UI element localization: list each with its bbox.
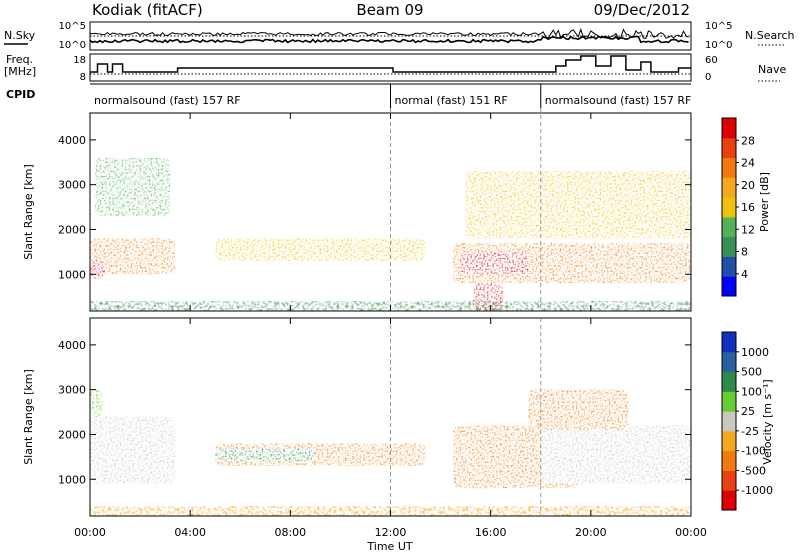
velocity-colorbar-swatch <box>722 371 736 392</box>
power-colorbar-swatch <box>722 157 736 178</box>
velocity-echo-region <box>215 447 316 462</box>
noise-search-trace <box>89 27 689 39</box>
velocity-colorbar-swatch <box>722 351 736 373</box>
x-tick-label: 00:00 <box>675 526 707 539</box>
velocity-colorbar-tick-label: 25 <box>741 405 755 418</box>
power-echo-region <box>215 238 426 261</box>
y-tick-label: 1000 <box>58 268 86 281</box>
power-colorbar-tick-label: 4 <box>741 268 748 281</box>
velocity-colorbar-swatch <box>722 470 736 491</box>
velocity-colorbar-tick-label: -500 <box>741 464 766 477</box>
velocity-colorbar-tick-label: -25 <box>741 425 759 438</box>
power-colorbar-swatch <box>722 256 736 277</box>
velocity-colorbar-tick-label: -100 <box>741 445 766 458</box>
x-axis-label: Time UT <box>366 540 412 553</box>
velocity-colorbar-swatch <box>722 450 736 471</box>
velocity-colorbar-tick-label: 1000 <box>741 346 769 359</box>
freq-unit-label: [MHz] <box>4 65 36 78</box>
freq-left-tick-top: 18 <box>73 55 86 66</box>
noise-right-tick-bottom: 10^0 <box>705 40 732 51</box>
power-colorbar-tick-label: 8 <box>741 246 748 259</box>
velocity-echo-region <box>540 425 691 484</box>
power-echo-region <box>465 171 691 239</box>
freq-line <box>90 55 691 73</box>
nave-label: Nave <box>758 63 786 76</box>
y-tick-label: 4000 <box>58 339 86 352</box>
power-colorbar-tick-label: 24 <box>741 157 755 170</box>
power-colorbar-swatch <box>722 177 736 198</box>
velocity-ylabel: Slant Range [km] <box>22 369 35 465</box>
y-tick-label: 1000 <box>58 473 86 486</box>
freq-right-tick-bottom: 0 <box>705 72 711 83</box>
velocity-colorbar-swatch <box>722 411 736 432</box>
x-tick-label: 12:00 <box>375 526 407 539</box>
cpid-segment-text: normalsound (fast) 157 RF <box>94 94 241 107</box>
freq-right-tick-top: 60 <box>705 55 718 66</box>
power-colorbar-swatch <box>722 137 736 159</box>
power-echo-region <box>95 157 171 217</box>
velocity-echo-region <box>528 389 629 430</box>
date-title: 09/Dec/2012 <box>594 1 690 19</box>
power-colorbar-swatch <box>722 276 736 297</box>
power-echo-region <box>460 251 529 275</box>
velocity-colorbar-tick-label: 500 <box>741 366 762 379</box>
power-colorbar-tick-label: 16 <box>741 201 755 214</box>
y-tick-label: 3000 <box>58 384 86 397</box>
x-tick-label: 16:00 <box>475 526 507 539</box>
cpid-segment-text: normal (fast) 151 RF <box>395 94 508 107</box>
velocity-colorbar-tick-label: 100 <box>741 385 762 398</box>
velocity-echo-region <box>90 416 176 484</box>
velocity-colorbar-swatch <box>722 430 736 452</box>
noise-left-tick-bottom: 10^0 <box>59 40 86 51</box>
cpid-segment-text: normalsound (fast) 157 RF <box>545 94 692 107</box>
velocity-colorbar-frame <box>721 331 737 511</box>
cpid-row: CPID normalsound (fast) 157 RF normal (fa… <box>6 83 692 108</box>
noise-sky-line <box>89 35 689 44</box>
noise-frame <box>89 21 692 51</box>
power-echo-region <box>90 260 106 279</box>
power-colorbar-swatch <box>722 216 736 238</box>
power-colorbar-tick-label: 12 <box>741 223 755 236</box>
noise-panel: N.Sky 10^5 10^0 10^5 10^0 N.Search <box>4 21 795 51</box>
y-tick-label: 4000 <box>58 134 86 147</box>
noise-left-tick-top: 10^5 <box>59 21 86 32</box>
freq-left-tick-bottom: 8 <box>80 72 86 83</box>
power-colorbar-swatch <box>722 236 736 257</box>
velocity-panel: 1000 2000 3000 4000 Slant Range [km] -1000 -… <box>22 317 774 517</box>
beam-title: Beam 09 <box>356 1 423 19</box>
power-ylabel: Slant Range [km] <box>22 164 35 260</box>
velocity-echo-region <box>90 389 103 417</box>
velocity-colorbar-label: Velocity [m s⁻¹] <box>761 379 774 464</box>
power-echo-region <box>90 238 176 275</box>
y-tick-label: 2000 <box>58 428 86 441</box>
power-colorbar-tick-label: 28 <box>741 134 755 147</box>
noise-left-label: N.Sky <box>4 29 36 42</box>
cpid-label: CPID <box>6 88 35 101</box>
radar-title: Kodiak (fitACF) <box>92 1 203 19</box>
power-colorbar-swatch <box>722 197 736 218</box>
velocity-colorbar-tick-label: -1000 <box>741 484 773 497</box>
x-tick-label: 08:00 <box>274 526 306 539</box>
x-tick-label: 04:00 <box>174 526 206 539</box>
x-tick-label: 20:00 <box>575 526 607 539</box>
noise-right-label: N.Search <box>745 29 795 42</box>
y-tick-label: 3000 <box>58 179 86 192</box>
velocity-colorbar-swatch <box>722 332 736 353</box>
y-tick-label: 2000 <box>58 223 86 236</box>
x-tick-label: 00:00 <box>74 526 106 539</box>
power-panel: 1000 2000 3000 4000 Slant Range [km] 4 8 12 16… <box>22 112 771 312</box>
noise-right-tick-top: 10^5 <box>705 21 732 32</box>
freq-label: Freq. <box>6 53 33 66</box>
power-colorbar-label: Power [dB] <box>758 172 771 232</box>
velocity-colorbar-swatch <box>722 490 736 511</box>
freq-panel: Freq. [MHz] 18 8 60 0 Nave <box>4 53 786 83</box>
velocity-colorbar-swatch <box>722 391 736 412</box>
power-colorbar-swatch <box>722 118 736 139</box>
power-colorbar-tick-label: 20 <box>741 179 755 192</box>
